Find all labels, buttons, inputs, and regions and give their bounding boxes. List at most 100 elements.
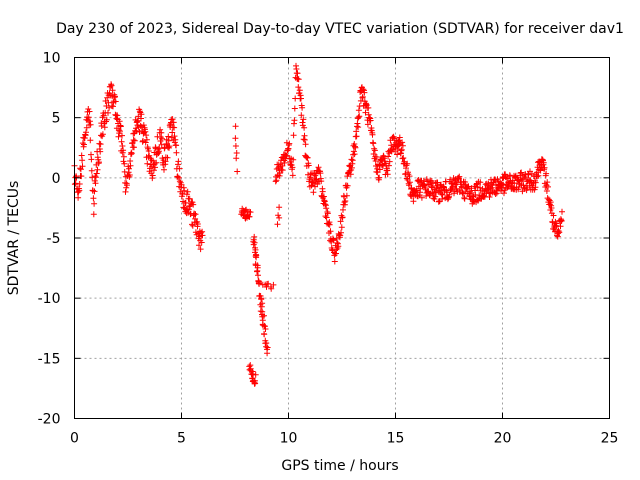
- data-point: [367, 117, 374, 124]
- x-tick-label: 25: [601, 431, 619, 447]
- data-point: [544, 179, 551, 186]
- data-point: [276, 214, 283, 221]
- data-point: [255, 280, 262, 287]
- data-point: [279, 167, 286, 174]
- data-point: [173, 142, 180, 149]
- data-point: [199, 232, 206, 239]
- data-point: [87, 137, 94, 144]
- data-point: [161, 166, 167, 173]
- data-point: [233, 155, 240, 162]
- data-point: [301, 136, 308, 143]
- data-point: [446, 191, 453, 198]
- data-point: [164, 154, 171, 161]
- data-point: [339, 214, 346, 221]
- data-point: [303, 154, 310, 161]
- data-point: [118, 138, 125, 145]
- data-point: [406, 173, 413, 180]
- data-point: [173, 149, 180, 156]
- data-point: [283, 152, 290, 159]
- data-point: [119, 143, 126, 149]
- data-point: [550, 212, 557, 219]
- data-point: [90, 195, 97, 202]
- data-point: [97, 148, 104, 155]
- data-point: [79, 163, 86, 170]
- y-tick-label: 10: [43, 51, 61, 67]
- data-point: [354, 120, 361, 127]
- data-point: [334, 239, 341, 246]
- data-point: [190, 201, 197, 208]
- data-point: [86, 108, 93, 115]
- data-point: [251, 239, 258, 246]
- data-point: [83, 129, 89, 136]
- data-point: [291, 117, 298, 124]
- data-point: [492, 191, 499, 197]
- data-point: [186, 195, 193, 202]
- data-point: [364, 121, 371, 128]
- data-point: [324, 210, 331, 217]
- data-point: [276, 170, 283, 177]
- data-point: [369, 131, 376, 138]
- data-point: [165, 137, 172, 144]
- data-point: [262, 326, 269, 332]
- data-point: [176, 165, 183, 172]
- data-point: [290, 156, 297, 163]
- data-point: [233, 150, 240, 156]
- data-point: [172, 136, 179, 143]
- data-point: [76, 187, 83, 194]
- data-point: [182, 200, 189, 206]
- x-axis-label: GPS time / hours: [281, 458, 398, 474]
- x-tick-label: 10: [280, 431, 298, 447]
- data-point: [128, 150, 135, 157]
- data-point: [557, 223, 564, 230]
- data-point: [116, 118, 123, 125]
- data-point: [232, 143, 239, 149]
- x-tick-label: 20: [494, 431, 512, 447]
- data-point: [189, 222, 196, 229]
- data-point: [258, 296, 265, 303]
- data-point: [356, 113, 363, 120]
- data-point: [413, 187, 420, 194]
- data-point: [352, 144, 359, 151]
- data-point: [146, 152, 153, 159]
- data-point: [152, 164, 158, 171]
- x-tick-label: 15: [387, 431, 405, 447]
- data-point: [143, 132, 150, 139]
- data-point: [543, 188, 550, 194]
- data-point: [300, 116, 307, 123]
- data-point: [545, 183, 551, 190]
- data-point: [120, 147, 127, 154]
- data-point: [264, 350, 271, 357]
- data-point: [103, 116, 110, 123]
- data-point: [136, 129, 143, 135]
- data-point: [351, 151, 358, 158]
- data-point: [559, 208, 565, 215]
- data-point: [291, 105, 298, 112]
- data-point: [399, 139, 406, 146]
- data-point: [78, 173, 85, 180]
- data-point: [461, 195, 468, 202]
- data-point: [344, 182, 351, 189]
- data-point: [323, 214, 330, 221]
- data-point: [122, 188, 129, 195]
- data-point: [268, 285, 275, 292]
- data-point: [281, 159, 288, 166]
- data-point: [276, 204, 283, 211]
- data-point: [112, 98, 119, 105]
- data-point: [108, 82, 115, 89]
- data-point: [376, 166, 383, 173]
- data-point: [120, 153, 127, 160]
- data-point: [294, 70, 301, 77]
- data-point: [112, 93, 118, 100]
- data-point: [76, 181, 83, 187]
- data-point: [330, 236, 337, 243]
- data-point: [144, 160, 151, 167]
- tick-labels: 0 5 10 15 20 25 -20 -15 -10 -5 0 5 10: [38, 51, 619, 447]
- data-point: [169, 116, 176, 123]
- data-point: [386, 158, 393, 165]
- data-point: [384, 171, 391, 178]
- data-point: [394, 146, 401, 152]
- data-point: [261, 322, 268, 329]
- data-point: [302, 141, 309, 148]
- data-point: [418, 194, 425, 201]
